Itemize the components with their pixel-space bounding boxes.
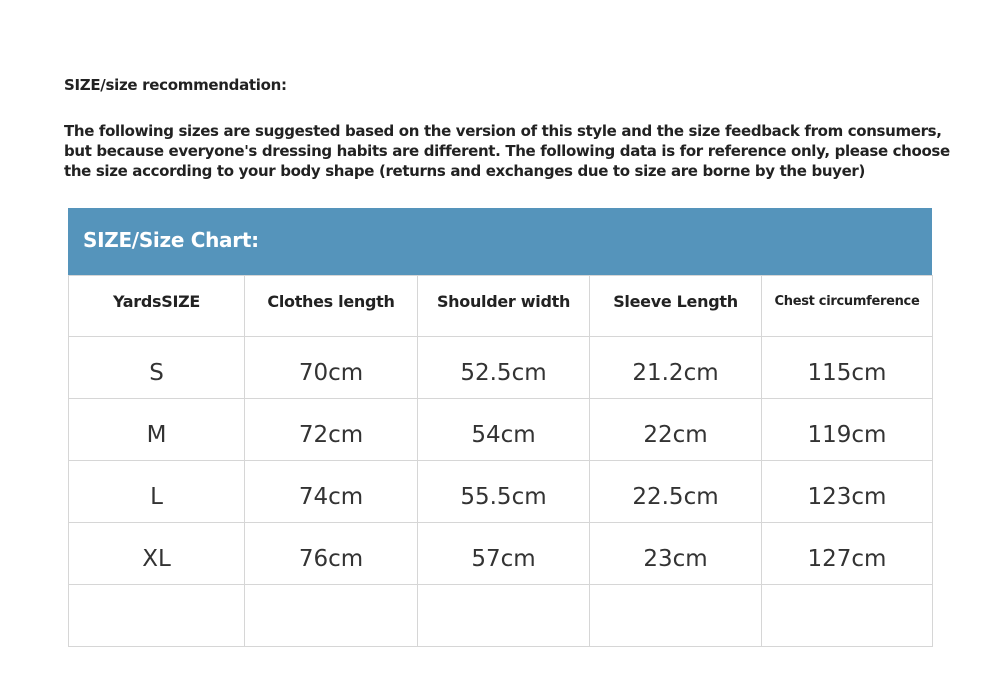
table-header-row: YardsSIZE Clothes length Shoulder width … bbox=[68, 275, 933, 337]
table-cell: 76cm bbox=[244, 522, 418, 585]
table-cell bbox=[761, 584, 933, 647]
column-header: YardsSIZE bbox=[68, 275, 245, 337]
table-cell: 22.5cm bbox=[589, 460, 762, 523]
table-cell: 127cm bbox=[761, 522, 933, 585]
table-cell: 123cm bbox=[761, 460, 933, 523]
table-cell bbox=[417, 584, 590, 647]
chart-title-banner: SIZE/Size Chart: bbox=[68, 208, 932, 275]
page-heading: SIZE/size recommendation: bbox=[64, 76, 287, 94]
table-row: S 70cm 52.5cm 21.2cm 115cm bbox=[68, 336, 933, 399]
table-row bbox=[68, 584, 933, 647]
table-cell bbox=[244, 584, 418, 647]
table-cell: 115cm bbox=[761, 336, 933, 399]
column-header: Clothes length bbox=[244, 275, 418, 337]
column-header: Shoulder width bbox=[417, 275, 590, 337]
table-cell: 119cm bbox=[761, 398, 933, 461]
table-cell: S bbox=[68, 336, 245, 399]
table-cell: 57cm bbox=[417, 522, 590, 585]
table-row: L 74cm 55.5cm 22.5cm 123cm bbox=[68, 460, 933, 523]
table-cell bbox=[589, 584, 762, 647]
table-cell: 52.5cm bbox=[417, 336, 590, 399]
table-cell: M bbox=[68, 398, 245, 461]
table-cell: 70cm bbox=[244, 336, 418, 399]
table-cell bbox=[68, 584, 245, 647]
table-cell: 22cm bbox=[589, 398, 762, 461]
table-cell: 21.2cm bbox=[589, 336, 762, 399]
table-cell: 23cm bbox=[589, 522, 762, 585]
size-table: YardsSIZE Clothes length Shoulder width … bbox=[68, 275, 933, 647]
table-cell: 54cm bbox=[417, 398, 590, 461]
table-cell: XL bbox=[68, 522, 245, 585]
table-row: XL 76cm 57cm 23cm 127cm bbox=[68, 522, 933, 585]
table-cell: L bbox=[68, 460, 245, 523]
table-cell: 72cm bbox=[244, 398, 418, 461]
table-cell: 74cm bbox=[244, 460, 418, 523]
table-row: M 72cm 54cm 22cm 119cm bbox=[68, 398, 933, 461]
column-header: Chest circumference bbox=[761, 275, 933, 337]
column-header: Sleeve Length bbox=[589, 275, 762, 337]
intro-text: The following sizes are suggested based … bbox=[64, 122, 950, 180]
table-cell: 55.5cm bbox=[417, 460, 590, 523]
